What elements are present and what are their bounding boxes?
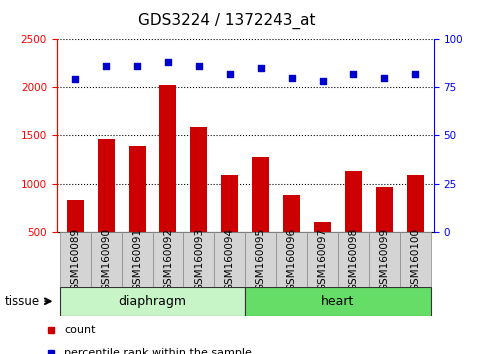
Text: GSM160093: GSM160093 <box>194 228 204 291</box>
Bar <box>338 232 369 287</box>
Bar <box>98 139 115 232</box>
Bar <box>129 146 145 232</box>
Point <box>350 71 357 76</box>
Text: GSM160097: GSM160097 <box>317 228 327 291</box>
Point <box>71 76 79 82</box>
Bar <box>221 175 238 232</box>
Text: GSM160098: GSM160098 <box>349 228 358 291</box>
Bar <box>60 232 91 287</box>
Point <box>288 75 296 80</box>
Bar <box>345 171 362 232</box>
Bar <box>276 232 307 287</box>
Text: heart: heart <box>321 295 354 308</box>
Bar <box>122 232 152 287</box>
Point <box>257 65 265 71</box>
Point <box>164 59 172 65</box>
Text: GSM160089: GSM160089 <box>70 228 80 291</box>
Text: percentile rank within the sample: percentile rank within the sample <box>64 348 252 354</box>
Text: GSM160092: GSM160092 <box>163 228 173 291</box>
Point <box>381 75 388 80</box>
Bar <box>245 287 431 316</box>
Text: GSM160096: GSM160096 <box>286 228 297 291</box>
Bar <box>245 232 276 287</box>
Bar <box>67 200 84 232</box>
Text: GSM160095: GSM160095 <box>256 228 266 291</box>
Bar <box>60 287 246 316</box>
Bar <box>190 127 208 232</box>
Text: diaphragm: diaphragm <box>118 295 186 308</box>
Text: tissue: tissue <box>4 295 39 308</box>
Text: GSM160100: GSM160100 <box>410 228 421 291</box>
Bar <box>214 232 245 287</box>
Bar <box>159 85 176 232</box>
Text: GSM160099: GSM160099 <box>380 228 389 291</box>
Bar <box>407 175 424 232</box>
Bar <box>400 232 431 287</box>
Text: GSM160090: GSM160090 <box>101 228 111 291</box>
Bar <box>314 222 331 232</box>
Bar <box>252 156 269 232</box>
Bar <box>283 195 300 232</box>
Bar <box>376 187 393 232</box>
Bar <box>152 232 183 287</box>
Point <box>133 63 141 69</box>
Point <box>318 79 326 84</box>
Bar <box>369 232 400 287</box>
Point <box>102 63 110 69</box>
Text: GSM160094: GSM160094 <box>225 228 235 291</box>
Bar <box>307 232 338 287</box>
Text: count: count <box>64 325 96 335</box>
Text: GSM160091: GSM160091 <box>132 228 142 291</box>
Point <box>226 71 234 76</box>
Bar <box>183 232 214 287</box>
Point <box>411 71 419 76</box>
Point <box>195 63 203 69</box>
Bar <box>91 232 122 287</box>
Text: GDS3224 / 1372243_at: GDS3224 / 1372243_at <box>138 12 315 29</box>
